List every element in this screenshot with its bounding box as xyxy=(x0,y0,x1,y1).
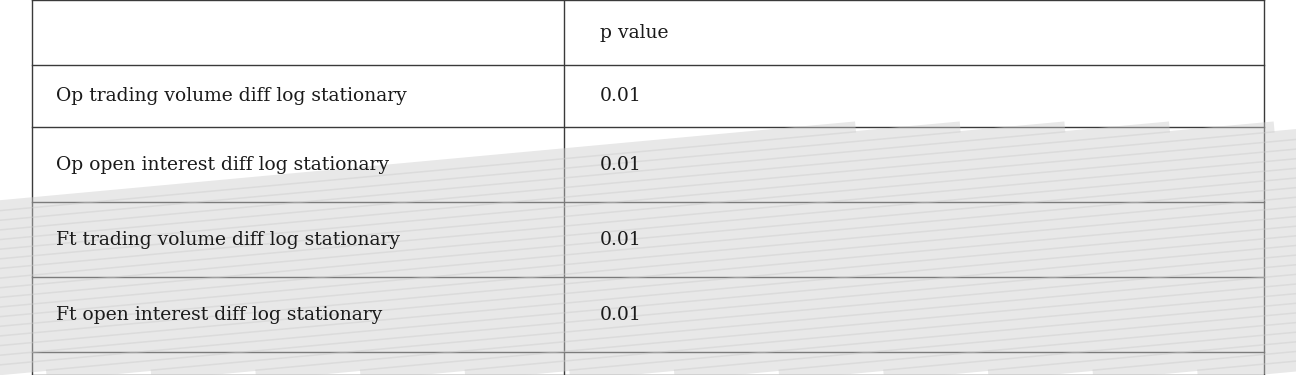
Text: 0.01: 0.01 xyxy=(600,87,642,105)
Text: 0.01: 0.01 xyxy=(600,231,642,249)
Text: 0.01: 0.01 xyxy=(600,306,642,324)
Text: p value: p value xyxy=(600,24,669,42)
Text: Op trading volume diff log stationary: Op trading volume diff log stationary xyxy=(56,87,407,105)
Text: Ft open interest diff log stationary: Ft open interest diff log stationary xyxy=(56,306,382,324)
Text: 0.01: 0.01 xyxy=(600,156,642,174)
Text: Op open interest diff log stationary: Op open interest diff log stationary xyxy=(56,156,389,174)
Text: Ft trading volume diff log stationary: Ft trading volume diff log stationary xyxy=(56,231,399,249)
